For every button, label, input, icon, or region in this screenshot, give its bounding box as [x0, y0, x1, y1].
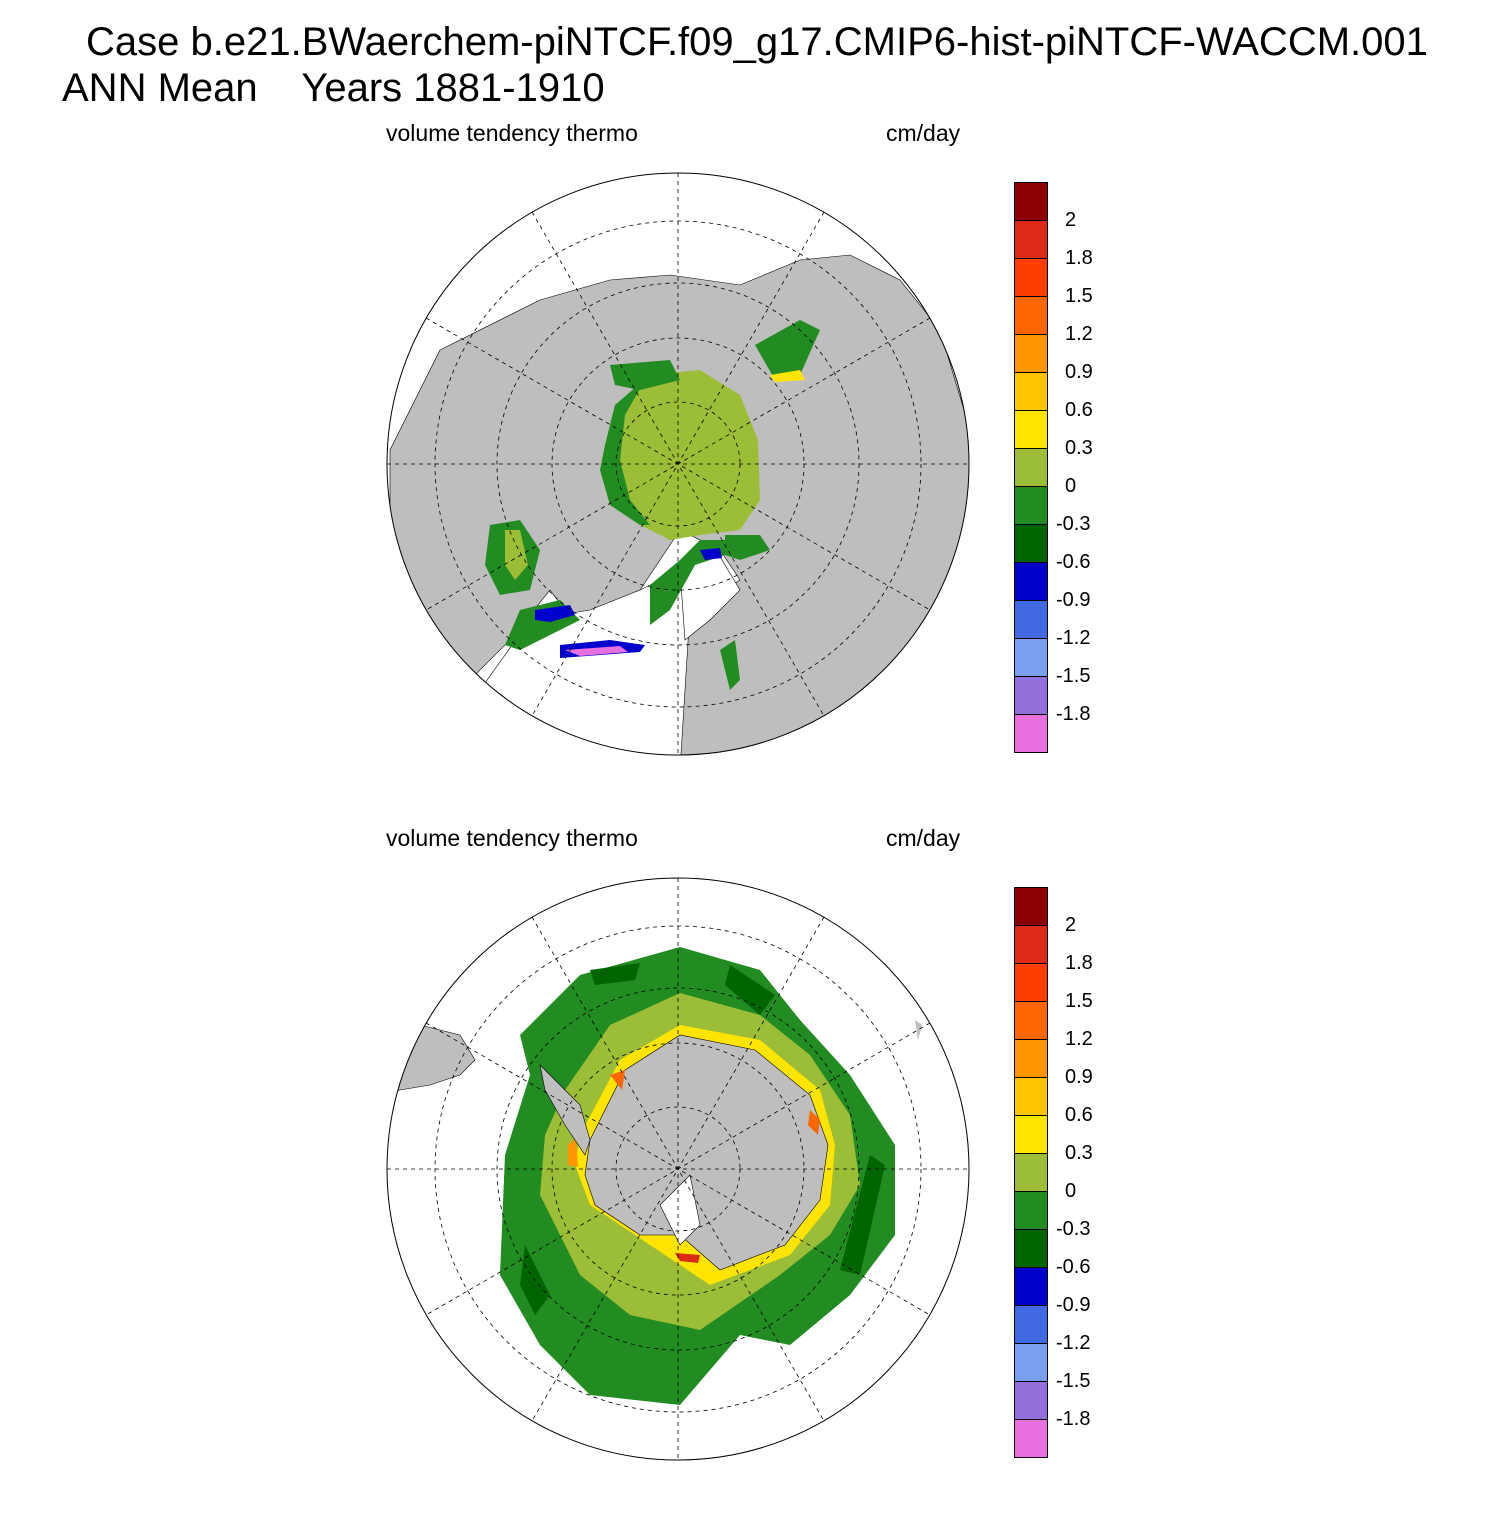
- colorbar-swatch: [1014, 486, 1048, 525]
- colorbar-tick-label: 1.5: [1065, 990, 1093, 1012]
- north-variable-label: volume tendency thermo: [386, 120, 638, 146]
- colorbar-swatch: [1014, 296, 1048, 335]
- colorbar-swatch: [1014, 638, 1048, 677]
- colorbar-tick-label: 1.5: [1065, 285, 1093, 307]
- greenland-sea-strongest: [565, 646, 628, 656]
- arctic-polar-map: [386, 172, 970, 756]
- arctic-sea-ice-central: [600, 370, 760, 540]
- colorbar-tick-label: 1.2: [1065, 323, 1093, 345]
- antarctic-dark-patch-2: [840, 1155, 885, 1275]
- colorbar-swatch: [1014, 1267, 1048, 1306]
- kara-sea-ice: [725, 535, 770, 560]
- okhotsk-yellow-edge: [770, 370, 805, 382]
- south-colorbar: 2 1.8 1.5 1.2 0.9 0.6 0.3 0 -0.3 -0.6 -0.9 -1.2 -1.5…: [1010, 887, 1120, 1467]
- bering-strait-ice: [610, 360, 680, 390]
- colorbar-tick-label: -0.9: [1056, 1294, 1091, 1316]
- antarctic-polar-map: [386, 877, 970, 1475]
- colorbar-tick-label: 2: [1065, 914, 1077, 936]
- colorbar-swatch: [1014, 562, 1048, 601]
- colorbar-tick-label: 1.8: [1065, 952, 1093, 974]
- colorbar-tick-label: 0.9: [1065, 1066, 1093, 1088]
- antarctic-panel: volume tendency thermo cm/day: [0, 815, 1500, 1515]
- colorbar-tick-label: 0: [1065, 1180, 1077, 1202]
- colorbar-swatch: [1014, 1115, 1048, 1154]
- arctic-ice-ring: [600, 365, 660, 525]
- land-antarctic-peninsula: [539, 1064, 591, 1156]
- colorbar-swatch: [1014, 524, 1048, 563]
- plot-title-period: ANN Mean Years 1881-1910: [62, 66, 605, 110]
- colorbar-swatch: [1014, 676, 1048, 715]
- colorbar-swatch: [1014, 963, 1048, 1002]
- colorbar-swatch: [1014, 1229, 1048, 1268]
- south-variable-label: volume tendency thermo: [386, 825, 638, 851]
- colorbar-tick-label: 0: [1065, 475, 1077, 497]
- colorbar-tick-label: -1.2: [1056, 627, 1091, 649]
- colorbar-swatch: [1014, 372, 1048, 411]
- colorbar-swatch: [1014, 1419, 1048, 1458]
- colorbar-tick-label: 0.3: [1065, 1142, 1093, 1164]
- colorbar-tick-label: -0.6: [1056, 551, 1091, 573]
- kara-sea-negative: [700, 548, 722, 560]
- colorbar-tick-label: 1.2: [1065, 1028, 1093, 1050]
- colorbar-tick-label: -0.6: [1056, 1256, 1091, 1278]
- graticule: [387, 878, 969, 1460]
- graticule: [387, 173, 969, 755]
- colorbar-swatch: [1014, 1077, 1048, 1116]
- colorbar-swatch: [1014, 1153, 1048, 1192]
- north-units-label: cm/day: [886, 120, 961, 146]
- colorbar-tick-label: 0.3: [1065, 437, 1093, 459]
- colorbar-swatch: [1014, 1191, 1048, 1230]
- labrador-sea-negative: [535, 605, 575, 622]
- land-australia-tip: [735, 1465, 755, 1475]
- colorbar-swatch: [1014, 1381, 1048, 1420]
- colorbar-swatch: [1014, 1001, 1048, 1040]
- antarctic-dark-patch-1: [725, 965, 775, 1015]
- antarctic-dark-patch-4: [590, 963, 640, 985]
- north-colorbar: 2 1.8 1.5 1.2 0.9 0.6 0.3 0 -0.3 -0.6 -0.9 -1.2 -1.5…: [1010, 182, 1120, 762]
- colorbar-swatch: [1014, 887, 1048, 926]
- colorbar-swatch: [1014, 925, 1048, 964]
- colorbar-swatch: [1014, 600, 1048, 639]
- colorbar-swatch: [1014, 1039, 1048, 1078]
- coastal-positive-3: [610, 1070, 625, 1090]
- baltic-sea-ice: [720, 640, 740, 690]
- map-border: [386, 877, 970, 1461]
- colorbar-tick-label: -1.2: [1056, 1332, 1091, 1354]
- colorbar-swatch: [1014, 258, 1048, 297]
- colorbar-swatch: [1014, 334, 1048, 373]
- colorbar-swatch: [1014, 448, 1048, 487]
- colorbar-tick-label: -0.9: [1056, 589, 1091, 611]
- colorbar-swatch: [1014, 714, 1048, 753]
- map-border: [386, 172, 970, 756]
- coastal-positive-4: [568, 1137, 578, 1167]
- coastal-positive-1: [675, 1253, 700, 1263]
- barents-sea-ice: [650, 540, 725, 625]
- ross-ice-shelf: [659, 1174, 701, 1246]
- colorbar-tick-label: -0.3: [1056, 513, 1091, 535]
- colorbar-tick-label: -1.5: [1056, 1370, 1091, 1392]
- colorbar-swatch: [1014, 1343, 1048, 1382]
- colorbar-tick-label: 0.9: [1065, 361, 1093, 383]
- coastal-positive-2: [808, 1110, 820, 1135]
- colorbar-swatch: [1014, 220, 1048, 259]
- hudson-bay-inner: [505, 530, 528, 580]
- colorbar-tick-label: 0.6: [1065, 399, 1093, 421]
- colorbar-swatch: [1014, 182, 1048, 221]
- colorbar-tick-label: -1.8: [1056, 703, 1091, 725]
- colorbar-tick-label: 2: [1065, 209, 1077, 231]
- land-africa-tip: [915, 1020, 922, 1040]
- colorbar-tick-label: -0.3: [1056, 1218, 1091, 1240]
- colorbar-tick-label: 1.8: [1065, 247, 1093, 269]
- colorbar-tick-label: -1.5: [1056, 665, 1091, 687]
- colorbar-swatch: [1014, 1305, 1048, 1344]
- plot-title-case: Case b.e21.BWaerchem-piNTCF.f09_g17.CMIP…: [86, 20, 1428, 64]
- sea-of-okhotsk-ice: [755, 320, 820, 380]
- colorbar-tick-label: 0.6: [1065, 1104, 1093, 1126]
- south-units-label: cm/day: [886, 825, 961, 851]
- arctic-panel: volume tendency thermo cm/day: [0, 110, 1500, 810]
- colorbar-tick-label: -1.8: [1056, 1408, 1091, 1430]
- colorbar-swatch: [1014, 410, 1048, 449]
